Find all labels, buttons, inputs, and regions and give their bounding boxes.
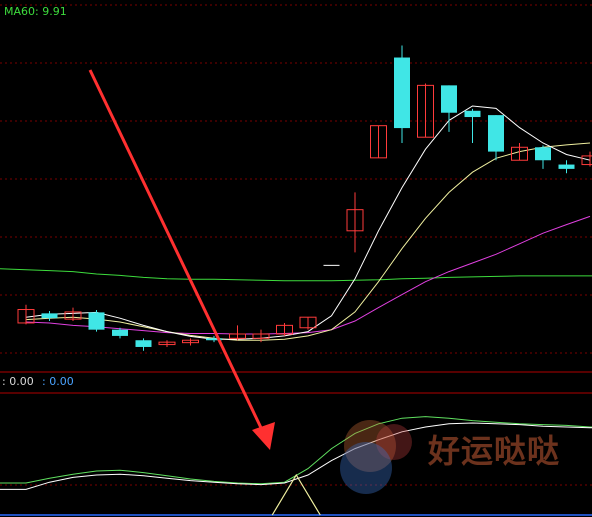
candle-3 <box>88 310 105 332</box>
indicator-white-line <box>0 422 592 490</box>
indicator-green-line <box>0 416 592 485</box>
candle-body <box>346 209 364 232</box>
candle-body <box>41 313 58 319</box>
candle-body <box>229 333 246 339</box>
candle-2 <box>64 307 82 322</box>
candle-15 <box>370 125 387 159</box>
candle-body <box>581 155 592 166</box>
candlestick-series <box>17 45 592 351</box>
candle-24 <box>581 151 592 167</box>
candle-body <box>276 324 293 335</box>
candle-6 <box>158 340 176 347</box>
candle-22 <box>535 145 551 169</box>
candle-18 <box>441 85 457 132</box>
candle-10 <box>252 329 270 343</box>
candle-20 <box>488 115 504 161</box>
arrow-shaft <box>88 69 265 433</box>
candle-body <box>135 340 152 347</box>
candle-body <box>252 333 270 339</box>
arrow-head <box>252 422 275 450</box>
candle-body <box>370 125 387 159</box>
watermark-circle-red <box>376 424 412 460</box>
ma-mid-line <box>25 142 591 341</box>
candle-8 <box>206 335 222 343</box>
candle-16 <box>394 45 410 143</box>
candle-body <box>464 110 481 118</box>
candle-19 <box>464 108 481 143</box>
annotation-arrow <box>88 69 275 450</box>
ma60-line <box>0 268 592 282</box>
watermark-text: 好运哒哒 <box>428 432 561 470</box>
candle-7 <box>182 338 199 346</box>
candle-body <box>158 341 176 346</box>
candle-17 <box>417 83 434 138</box>
candle-body <box>441 85 457 113</box>
candle-body <box>64 311 82 320</box>
candle-4 <box>112 327 128 339</box>
indicator-panel <box>0 416 592 516</box>
candle-body <box>182 339 199 344</box>
watermark-circle-blue <box>340 442 392 494</box>
ma60-label: MA60: 9.91 <box>4 5 67 18</box>
candle-body <box>417 84 434 138</box>
candle-body <box>394 57 410 129</box>
watermark-circle-orange <box>344 420 396 472</box>
candle-body <box>488 115 504 152</box>
candle-21 <box>511 142 528 161</box>
candle-5 <box>135 338 152 351</box>
candle-body <box>511 146 528 161</box>
candle-body <box>17 309 35 324</box>
indicator-yellow-spike <box>271 473 321 516</box>
candle-body <box>206 338 222 341</box>
candle-23 <box>558 160 575 174</box>
candle-0 <box>17 304 35 325</box>
candle-body <box>88 312 105 330</box>
indicator-value-1: : 0.00 <box>2 375 34 388</box>
ma-fast-line <box>25 105 591 340</box>
candle-9 <box>229 325 246 341</box>
indicator-value-2: : 0.00 <box>42 375 74 388</box>
candle-14 <box>346 192 364 253</box>
candle-11 <box>276 322 293 336</box>
candle-1 <box>41 310 58 322</box>
chart-grid <box>0 4 592 516</box>
candle-body <box>558 164 575 169</box>
candle-12 <box>299 316 317 330</box>
candle-body <box>535 147 551 161</box>
watermark-logo <box>340 420 412 494</box>
candle-body <box>299 316 317 329</box>
candle-body <box>112 329 128 336</box>
